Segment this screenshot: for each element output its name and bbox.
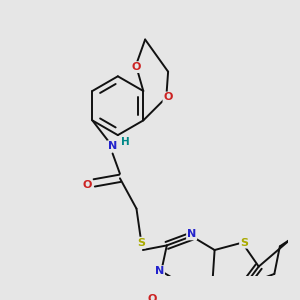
Text: N: N: [108, 141, 117, 151]
Text: H: H: [121, 137, 130, 148]
Text: N: N: [187, 230, 196, 239]
Text: S: S: [240, 238, 248, 248]
Text: S: S: [137, 238, 145, 248]
Text: O: O: [131, 62, 141, 72]
Text: N: N: [155, 266, 164, 276]
Text: O: O: [82, 180, 92, 190]
Text: O: O: [147, 294, 157, 300]
Text: O: O: [164, 92, 173, 102]
